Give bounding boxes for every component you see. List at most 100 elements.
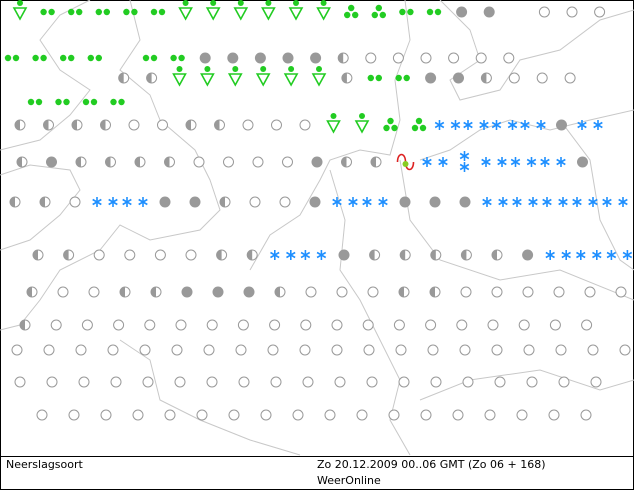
weather-symbol: [288, 0, 304, 21]
weather-symbol: [159, 196, 171, 208]
dry: [452, 409, 464, 421]
dry: [448, 52, 460, 64]
dry: [11, 344, 23, 356]
shower-dot: [293, 0, 299, 6]
dry: [584, 286, 596, 298]
weather-symbol: [491, 286, 503, 298]
weather-symbol: [427, 344, 439, 356]
dry: [36, 409, 48, 421]
weather-symbol: [398, 376, 410, 388]
overcast: [310, 52, 322, 64]
weather-symbol: [26, 286, 38, 298]
dry: [238, 376, 250, 388]
snowflake-arm: [577, 121, 587, 129]
shower-triangle: [12, 7, 28, 21]
weather-symbol: [110, 376, 122, 388]
drizzle-dot: [40, 54, 47, 62]
weather-symbol: [337, 52, 349, 64]
weather-symbol: [100, 119, 111, 131]
shower-triangle: [255, 73, 271, 87]
dry: [503, 52, 515, 64]
weather-symbol: [459, 344, 471, 356]
overcast: [227, 52, 239, 64]
dry: [522, 286, 534, 298]
weather-symbol: [398, 286, 410, 298]
weather-symbol: [341, 156, 352, 168]
dry: [564, 72, 576, 84]
weather-symbol: [542, 197, 568, 207]
weather-symbol: [341, 72, 353, 84]
rain-dot: [419, 124, 427, 132]
cloudy-half: [135, 157, 140, 167]
dry: [128, 119, 140, 131]
overcast: [159, 196, 171, 208]
dry: [69, 196, 81, 208]
cloudy-half: [275, 287, 280, 297]
weather-symbol: [456, 319, 468, 331]
dry: [300, 319, 312, 331]
weather-symbol: [142, 54, 158, 62]
snowflake-arm: [348, 198, 358, 206]
dry: [518, 319, 530, 331]
dry: [334, 376, 346, 388]
dry: [88, 286, 100, 298]
dry: [46, 376, 58, 388]
weather-symbol: [93, 249, 105, 261]
drizzle-dot: [63, 98, 70, 106]
drizzle-dot: [95, 54, 103, 62]
overcast: [483, 6, 495, 18]
cloudy-half: [100, 120, 106, 130]
weather-symbol: [326, 113, 341, 134]
freezing-dot: [402, 161, 409, 167]
shower-dot: [359, 113, 365, 119]
weather-symbol: [212, 286, 224, 298]
dry: [299, 119, 311, 131]
weather-symbol: [566, 6, 578, 18]
drizzle-dot: [118, 98, 125, 106]
weather-symbol: [494, 376, 506, 388]
weather-symbol: [175, 319, 187, 331]
weather-symbol: [119, 286, 131, 298]
dry: [252, 156, 264, 168]
snowflake-arm: [270, 251, 280, 259]
dry: [548, 409, 560, 421]
cloudy-half: [481, 73, 487, 83]
snowflake-arm: [422, 158, 432, 166]
overcast: [556, 119, 567, 131]
dry: [78, 376, 90, 388]
rain-dot: [371, 11, 378, 19]
dry: [185, 249, 197, 261]
weather-symbol: [150, 286, 162, 298]
dry: [398, 376, 410, 388]
weather-symbol: [558, 376, 570, 388]
cloudy-half: [120, 287, 125, 297]
weather-symbol: [238, 376, 250, 388]
weather-symbol: [11, 344, 23, 356]
rain-dot: [387, 117, 394, 125]
weather-symbol: [142, 376, 154, 388]
snowflake-arm: [545, 251, 555, 259]
cloudy-half: [400, 250, 406, 260]
weather-symbol: [299, 119, 311, 131]
shower-triangle: [288, 7, 304, 21]
weather-symbol: [69, 196, 81, 208]
weather-symbol: [305, 286, 317, 298]
snowflake-arm: [498, 198, 508, 206]
dry: [132, 409, 144, 421]
weather-symbol: [105, 156, 116, 168]
dry: [299, 344, 311, 356]
shower-dot: [176, 66, 183, 72]
dry: [336, 286, 348, 298]
weather-symbol: [462, 376, 474, 388]
cloudy-half: [151, 287, 156, 297]
dry: [305, 286, 317, 298]
dry: [75, 344, 87, 356]
dry: [580, 409, 592, 421]
weather-symbol: [316, 0, 331, 21]
weather-symbol: [311, 66, 327, 87]
shower-triangle: [326, 120, 341, 134]
shower-dot: [182, 0, 189, 6]
drizzle-dot: [367, 74, 374, 82]
